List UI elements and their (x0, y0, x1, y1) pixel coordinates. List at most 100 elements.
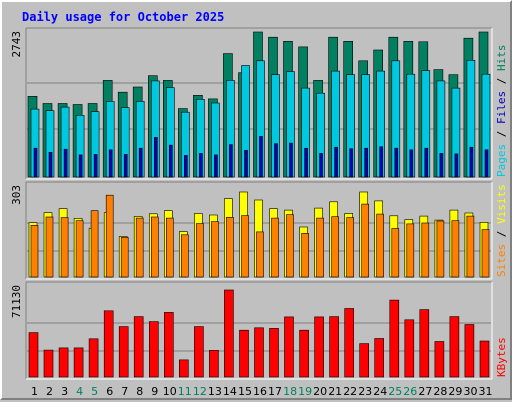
bar-pages-day-25 (394, 147, 399, 178)
day-label-15: 15 (238, 385, 252, 398)
day-label-13: 13 (208, 385, 222, 398)
bar-kbytes-day-22 (344, 308, 355, 378)
bar-sites-day-11 (181, 234, 189, 278)
panel-kbytes: 71130 KBytes (10, 281, 508, 380)
bar-sites-day-1 (30, 225, 39, 278)
bar-sites-day-10 (166, 217, 174, 278)
bar-pages-day-29 (454, 153, 459, 178)
bar-kbytes-day-3 (58, 347, 69, 378)
bar-kbytes-day-15 (239, 329, 249, 378)
bar-pages-day-31 (484, 149, 489, 178)
bar-pages-day-22 (349, 148, 354, 178)
day-label-27: 27 (418, 385, 432, 398)
bar-pages-day-15 (244, 150, 248, 178)
bar-pages-day-12 (199, 153, 203, 178)
panel-visits-sites: 303 Sites / Visits (10, 181, 508, 280)
panel-legend: KBytes (495, 337, 508, 377)
bar-pages-day-6 (108, 149, 113, 178)
bar-sites-day-7 (120, 237, 129, 278)
bar-kbytes-day-31 (479, 340, 490, 378)
legend-entry: / (495, 224, 508, 244)
bar-pages-day-23 (364, 147, 369, 178)
bar-kbytes-day-2 (43, 349, 54, 378)
bar-kbytes-day-4 (73, 347, 84, 378)
day-label-11: 11 (178, 385, 192, 398)
bar-sites-day-28 (436, 220, 445, 278)
bar-kbytes-day-9 (149, 321, 159, 378)
day-label-14: 14 (223, 385, 237, 398)
bar-kbytes-day-29 (449, 316, 460, 378)
bar-sites-day-18 (286, 214, 294, 278)
legend-entry: Files (495, 91, 508, 124)
day-label-24: 24 (373, 385, 387, 398)
bar-kbytes-day-25 (389, 299, 400, 378)
bar-kbytes-day-28 (434, 341, 445, 378)
bar-pages-day-14 (229, 144, 233, 178)
bar-pages-day-2 (48, 152, 53, 178)
bar-pages-day-5 (93, 154, 98, 178)
day-label-4: 4 (76, 385, 83, 398)
bar-kbytes-day-20 (314, 316, 324, 378)
bar-kbytes-day-5 (88, 338, 99, 378)
y-max-label: 2743 (10, 31, 23, 58)
bar-sites-day-31 (481, 229, 490, 278)
day-label-10: 10 (163, 385, 177, 398)
bar-sites-day-26 (406, 223, 415, 278)
bar-kbytes-day-21 (329, 316, 339, 378)
bar-kbytes-day-16 (254, 327, 264, 378)
bar-sites-day-22 (346, 217, 355, 278)
bar-sites-day-19 (301, 233, 309, 278)
bar-pages-day-10 (169, 144, 173, 178)
bar-pages-day-9 (154, 137, 158, 178)
bar-sites-day-14 (226, 217, 234, 278)
bar-kbytes-day-14 (224, 289, 234, 378)
day-label-1: 1 (31, 385, 38, 398)
day-label-26: 26 (403, 385, 417, 398)
bar-pages-day-20 (319, 153, 323, 178)
day-label-25: 25 (388, 385, 402, 398)
day-label-16: 16 (253, 385, 267, 398)
panel-pages-files-hits: 2743 Pages / Files / Hits (10, 27, 508, 180)
bar-kbytes-day-27 (419, 309, 430, 378)
bar-sites-day-15 (241, 215, 249, 278)
bar-pages-day-1 (33, 147, 38, 178)
day-label-21: 21 (328, 385, 342, 398)
legend-entry: Sites (495, 244, 508, 277)
bar-pages-day-26 (409, 149, 414, 178)
bar-sites-day-13 (211, 221, 219, 278)
legend-entry: Hits (495, 45, 508, 72)
bar-kbytes-day-19 (299, 329, 309, 378)
bar-sites-day-25 (391, 228, 400, 278)
chart-panels: 2743 Pages / Files / Hits 303 Sites / Visit… (10, 27, 508, 380)
y-max-label: 303 (10, 185, 23, 205)
bar-pages-day-30 (469, 146, 474, 178)
bar-kbytes-day-6 (103, 310, 114, 378)
day-label-3: 3 (61, 385, 68, 398)
day-label-18: 18 (283, 385, 297, 398)
bar-sites-day-12 (196, 223, 204, 278)
bar-sites-day-9 (151, 216, 159, 278)
bar-pages-day-13 (214, 154, 218, 178)
panel-legend: Sites / Visits (495, 184, 508, 277)
bar-sites-day-27 (421, 222, 430, 278)
bar-kbytes-day-13 (209, 349, 219, 378)
legend-entry: KBytes (495, 337, 508, 377)
bar-pages-day-21 (334, 146, 338, 178)
day-label-23: 23 (358, 385, 372, 398)
day-label-29: 29 (448, 385, 462, 398)
day-label-7: 7 (121, 385, 128, 398)
panel-legend: Pages / Files / Hits (495, 45, 508, 178)
bar-kbytes-day-30 (464, 324, 475, 378)
bar-pages-day-19 (304, 147, 308, 178)
bar-sites-day-2 (45, 216, 54, 278)
bar-sites-day-17 (271, 217, 279, 278)
bar-sites-day-21 (331, 216, 339, 278)
day-label-30: 30 (464, 385, 478, 398)
bar-pages-day-16 (259, 136, 263, 178)
bar-kbytes-day-18 (284, 316, 294, 378)
bar-sites-day-16 (256, 231, 264, 278)
day-label-5: 5 (91, 385, 98, 398)
bar-kbytes-day-24 (374, 338, 385, 378)
bar-sites-day-8 (135, 217, 144, 278)
bar-kbytes-day-12 (194, 326, 204, 378)
